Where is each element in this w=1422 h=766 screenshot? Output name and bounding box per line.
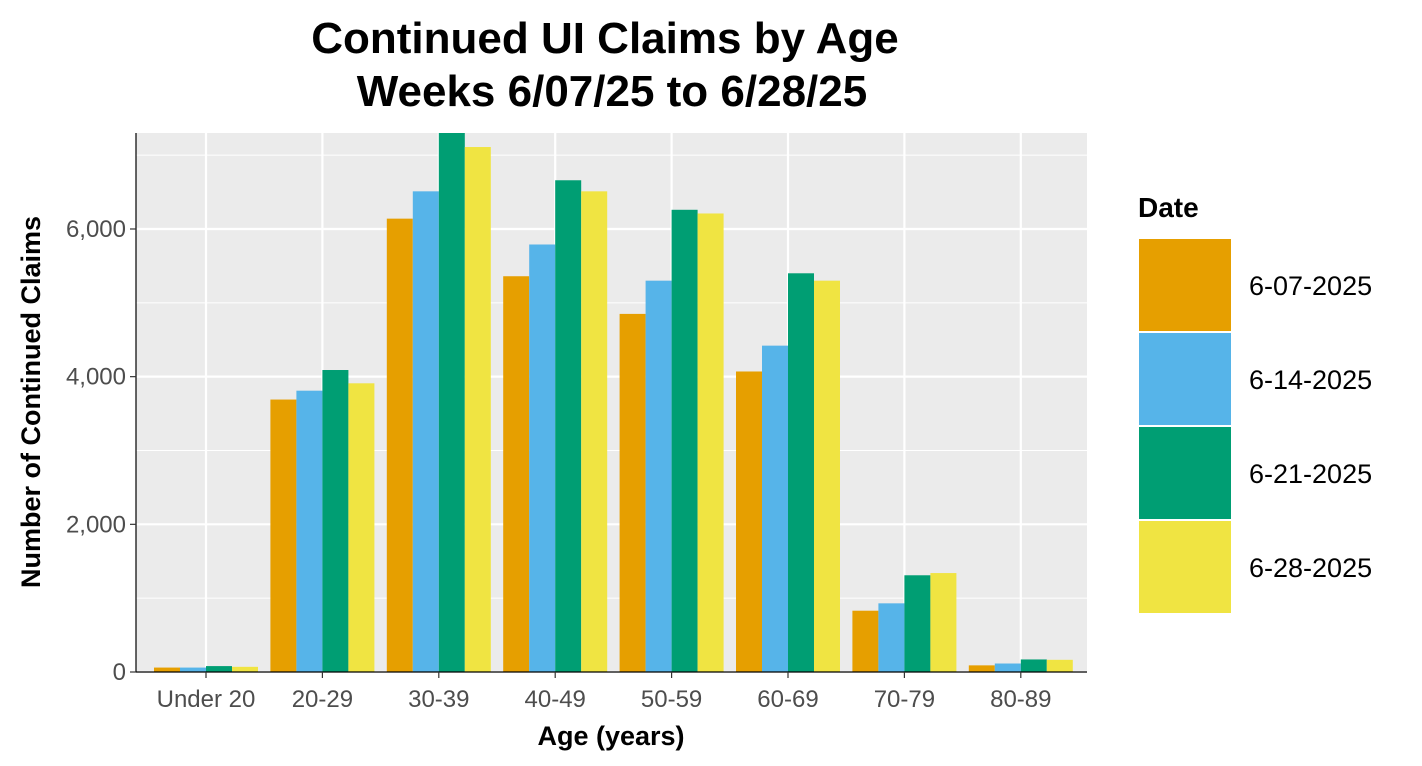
bar [645, 280, 672, 672]
bar [412, 191, 439, 672]
x-tick-label: Under 20 [157, 686, 256, 713]
bar [206, 666, 232, 672]
bar [878, 603, 905, 672]
bar [322, 370, 349, 672]
bar [762, 345, 788, 672]
bar [154, 667, 180, 672]
bar [814, 280, 840, 672]
legend: Date 6-07-2025 6-14-2025 6-21-2025 6-28-202… [1137, 192, 1372, 615]
y-tick-label: 0 [113, 659, 126, 686]
legend-key [1137, 331, 1233, 427]
chart-title: Continued UI Claims by Age [311, 14, 899, 63]
bar [503, 276, 530, 672]
chart-subtitle: Weeks 6/07/25 to 6/28/25 [357, 67, 867, 116]
bar [438, 133, 465, 672]
x-tick-label: 40-49 [525, 686, 586, 713]
bar [697, 213, 724, 672]
legend-label: 6-14-2025 [1249, 365, 1372, 395]
bar [788, 273, 814, 672]
y-tick-label: 2,000 [66, 511, 126, 538]
legend-label: 6-07-2025 [1249, 271, 1372, 301]
bar [180, 667, 206, 672]
bar [555, 180, 582, 672]
axes [135, 133, 1087, 673]
bar [232, 666, 258, 672]
bar [529, 244, 556, 673]
bar [904, 575, 931, 672]
x-tick-label: 30-39 [408, 686, 469, 713]
y-tick-label: 4,000 [66, 364, 126, 391]
legend-key [1137, 425, 1233, 521]
legend-title: Date [1138, 192, 1199, 223]
bar [386, 218, 413, 672]
bar [464, 147, 491, 673]
legend-label: 6-21-2025 [1249, 459, 1372, 489]
x-tick-label: 60-69 [757, 686, 818, 713]
bar [270, 399, 297, 672]
bar [930, 573, 957, 672]
bar [671, 209, 698, 672]
bar [1020, 659, 1047, 672]
x-tick-label: 20-29 [292, 686, 353, 713]
bar [736, 371, 762, 672]
bars [154, 133, 1073, 673]
legend-label: 6-28-2025 [1249, 553, 1372, 583]
tick-labels: 0 2,000 4,000 6,000 Under 20 20-29 30-39 40-49 5… [66, 216, 1052, 713]
bar [581, 191, 608, 672]
bar [348, 383, 375, 672]
y-tick-label: 6,000 [66, 216, 126, 243]
bar [619, 313, 646, 672]
legend-key [1137, 237, 1233, 333]
x-tick-label: 70-79 [874, 686, 935, 713]
bar [1046, 659, 1073, 672]
x-axis-title: Age (years) [537, 721, 684, 751]
bar [994, 663, 1021, 672]
bar [968, 665, 995, 672]
bar [852, 610, 879, 672]
x-tick-label: 50-59 [641, 686, 702, 713]
x-tick-label: 80-89 [990, 686, 1051, 713]
bar [296, 390, 323, 672]
legend-key [1137, 519, 1233, 615]
y-axis-title: Number of Continued Claims [16, 216, 46, 588]
